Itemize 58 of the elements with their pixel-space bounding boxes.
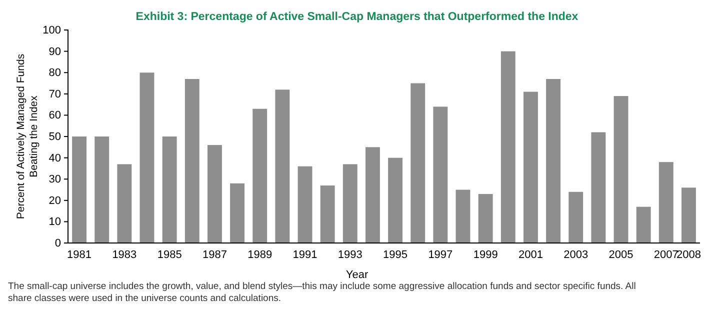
y-tick-label: 50 xyxy=(48,131,61,144)
bar xyxy=(94,136,110,243)
y-tick-label: 40 xyxy=(48,152,61,164)
x-axis-title: Year xyxy=(346,269,368,281)
x-tick-label: 1993 xyxy=(338,248,362,261)
x-tick-label: 1989 xyxy=(248,248,272,261)
x-tick-label: 1987 xyxy=(202,248,227,261)
x-tick-label: 2003 xyxy=(564,248,588,261)
bar xyxy=(568,192,584,243)
y-tick-label: 100 xyxy=(42,24,61,37)
bar xyxy=(365,147,380,243)
x-tick-label: 1983 xyxy=(112,248,137,261)
y-tick-label: 70 xyxy=(48,88,61,100)
chart-title: Exhibit 3: Percentage of Active Small-Cap Managers that Outperformed the Index xyxy=(136,11,579,23)
x-tick-label: 1991 xyxy=(292,248,318,261)
bar xyxy=(500,51,516,243)
bar xyxy=(523,92,538,243)
bar xyxy=(275,90,290,243)
bar xyxy=(184,78,200,243)
bar xyxy=(388,158,403,243)
bar xyxy=(207,145,222,243)
x-tick-label: 2005 xyxy=(608,248,634,261)
y-tick-label: 80 xyxy=(48,67,61,80)
bar xyxy=(456,190,470,243)
y-tick-label: 0 xyxy=(54,238,61,250)
x-tick-label: 1999 xyxy=(473,248,498,261)
x-tick-label: 2007 xyxy=(654,248,678,261)
bar xyxy=(230,183,245,243)
bar xyxy=(478,194,493,243)
bar xyxy=(658,162,674,243)
y-tick-label: 10 xyxy=(48,216,61,228)
x-tick-label: 1997 xyxy=(428,248,453,261)
bar xyxy=(117,164,132,243)
x-tick-label: 2008 xyxy=(676,248,701,261)
bar xyxy=(252,108,268,243)
x-tick-label: 1981 xyxy=(67,248,92,261)
y-tick-label: 90 xyxy=(48,46,61,58)
y-tick-label: 60 xyxy=(48,110,61,122)
text: The small-cap universe includes the growth, value, and blend styles—this may include some aggressive allocation funds and sector specific funds. All share classes were used in the universe counts and calculations. xyxy=(8,281,636,304)
bar xyxy=(410,83,426,243)
bar xyxy=(591,132,606,243)
bar xyxy=(433,106,448,243)
y-tick-label: 30 xyxy=(48,174,61,186)
bar xyxy=(546,78,561,243)
bar xyxy=(140,72,154,243)
x-tick-label: 2001 xyxy=(518,248,543,261)
x-tick-label: 1985 xyxy=(157,248,182,261)
bar xyxy=(320,185,335,243)
bar xyxy=(636,206,651,243)
bar xyxy=(681,188,696,243)
bar xyxy=(342,164,358,243)
y-axis-title: Percent of Actively Managed Funds Beating the Index xyxy=(15,54,40,220)
bar xyxy=(298,166,312,243)
bar xyxy=(72,136,87,243)
bar xyxy=(614,96,628,243)
bar xyxy=(162,136,177,243)
y-tick-label: 20 xyxy=(48,194,61,207)
x-tick-label: 1995 xyxy=(383,248,408,261)
